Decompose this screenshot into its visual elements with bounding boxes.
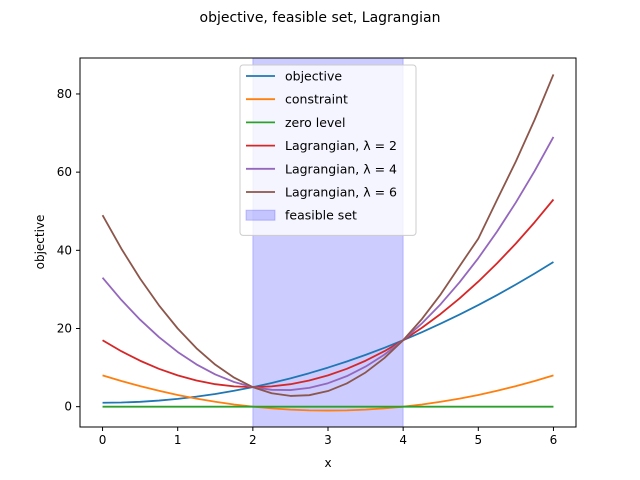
legend-swatch-feasible-set <box>245 209 276 221</box>
x-tick-label: 2 <box>249 433 257 447</box>
x-tick-label: 1 <box>174 433 182 447</box>
series-line-constraint <box>102 374 554 412</box>
x-tick-label: 6 <box>550 433 558 447</box>
x-tick-label: 4 <box>399 433 407 447</box>
y-tick-label: 40 <box>57 243 72 257</box>
y-axis-label: objective <box>33 215 47 270</box>
series-lines <box>101 74 555 412</box>
y-tick-label: 20 <box>57 321 72 335</box>
series-line-objective <box>102 261 554 404</box>
legend-label-objective: objective <box>285 69 342 84</box>
legend-label-lagrangian-4: Lagrangian, λ = 4 <box>285 161 397 176</box>
y-tick-label: 80 <box>57 87 72 101</box>
legend-label-lagrangian-2: Lagrangian, λ = 2 <box>285 138 397 153</box>
y-tick-label: 0 <box>64 400 72 414</box>
legend-label-lagrangian-6: Lagrangian, λ = 6 <box>285 185 397 200</box>
x-axis-label: x <box>324 456 331 470</box>
x-tick-label: 0 <box>99 433 107 447</box>
legend-label-feasible-set: feasible set <box>285 208 357 223</box>
chart-title: objective, feasible set, Lagrangian <box>200 10 441 26</box>
series-line-lagrangian-4 <box>101 136 555 391</box>
x-ticks: 0 1 2 3 4 5 6 <box>99 427 558 447</box>
legend-box <box>239 64 417 236</box>
x-tick-label: 5 <box>474 433 482 447</box>
legend-label-constraint: constraint <box>285 92 348 107</box>
y-tick-label: 60 <box>57 165 72 179</box>
series-line-lagrangian-6 <box>101 74 555 397</box>
x-tick-label: 3 <box>324 433 332 447</box>
legend: objective constraint zero level Lagrangian,… <box>239 64 417 236</box>
series-line-lagrangian-2 <box>102 198 555 389</box>
legend-label-zero-level: zero level <box>285 115 345 130</box>
y-ticks: 0 20 40 60 80 <box>57 87 80 414</box>
